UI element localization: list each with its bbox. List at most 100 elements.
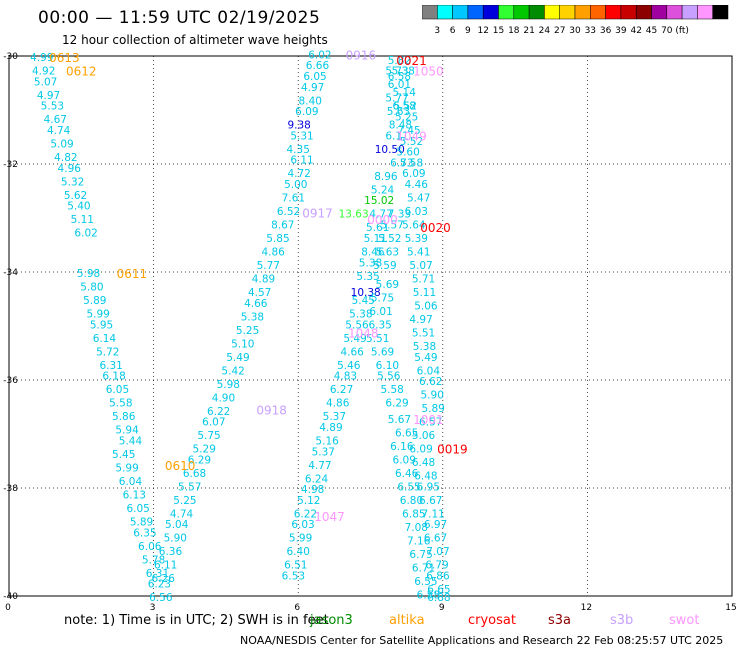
wave-height-value: 6.51 bbox=[284, 560, 307, 572]
wave-height-value: 6.58 bbox=[417, 589, 440, 601]
pass-time-label: 0019 bbox=[437, 443, 468, 457]
wave-height-value: 5.99 bbox=[115, 462, 138, 474]
wave-height-value: 5.73 bbox=[385, 66, 408, 78]
wave-height-value: 6.67 bbox=[424, 533, 447, 545]
wave-height-value: 6.22 bbox=[294, 508, 317, 520]
wave-height-value: 5.39 bbox=[405, 233, 428, 245]
wave-height-value: 6.55 bbox=[397, 481, 420, 493]
wave-height-value: 6.03 bbox=[291, 519, 314, 531]
wave-height-value: 5.94 bbox=[115, 425, 139, 437]
pass-time-label: 0020 bbox=[420, 221, 451, 235]
wave-height-value: 6.85 bbox=[402, 508, 425, 520]
wave-height-value: 6.16 bbox=[390, 441, 414, 453]
wave-height-value: 4.57 bbox=[248, 287, 271, 299]
color-scale-label: 39 bbox=[615, 26, 627, 36]
x-tick-label: 15 bbox=[725, 603, 736, 613]
wave-height-value: 5.77 bbox=[385, 93, 408, 105]
pass-time-label: 1050 bbox=[413, 65, 444, 79]
color-scale-label: 45 bbox=[646, 26, 657, 36]
wave-height-value: 5.98 bbox=[77, 268, 100, 280]
wave-height-value: 8.96 bbox=[374, 171, 398, 183]
wave-height-value: 6.31 bbox=[146, 568, 169, 580]
wave-height-value: 5.07 bbox=[34, 76, 57, 88]
wave-height-value: 6.04 bbox=[119, 476, 143, 488]
wave-height-value: 6.29 bbox=[385, 398, 408, 410]
wave-height-value: 5.44 bbox=[119, 435, 143, 447]
wave-height-value: 6.58 bbox=[388, 71, 411, 83]
wave-height-value: 5.40 bbox=[67, 201, 90, 213]
wave-height-value: 5.89 bbox=[421, 403, 444, 415]
wave-height-value: 5.09 bbox=[50, 138, 73, 150]
wave-height-value: 5.58 bbox=[400, 157, 423, 169]
wave-height-value: 7.08 bbox=[405, 522, 428, 534]
wave-height-value: 6.68 bbox=[183, 468, 206, 480]
wave-height-value: 5.56 bbox=[345, 319, 369, 331]
wave-height-value: 7.45 bbox=[397, 125, 420, 137]
wave-height-value: 6.58 bbox=[393, 101, 416, 113]
wave-height-value: 5.62 bbox=[64, 190, 87, 202]
wave-height-value: 6.04 bbox=[417, 365, 441, 377]
wave-height-value: 4.86 bbox=[261, 246, 285, 258]
x-tick-label: 0 bbox=[5, 603, 11, 613]
wave-height-value: 5.51 bbox=[366, 333, 389, 345]
wave-height-value: 5.38 bbox=[413, 341, 436, 353]
color-scale-label: 42 bbox=[630, 26, 641, 36]
wave-height-value: 5.53 bbox=[41, 101, 64, 113]
wave-height-value: 7.61 bbox=[282, 192, 305, 204]
color-scale-label: (ft) bbox=[675, 26, 689, 36]
pass-time-label: 0612 bbox=[66, 65, 97, 79]
wave-height-value: 6.03 bbox=[405, 206, 428, 218]
wave-height-value: 6.29 bbox=[188, 454, 211, 466]
color-scale-label: 27 bbox=[554, 26, 565, 36]
wave-height-value: 5.16 bbox=[315, 435, 339, 447]
wave-height-value: 5.63 bbox=[376, 246, 399, 258]
y-tick-label: -40 bbox=[3, 592, 18, 602]
wave-height-value: 6.24 bbox=[305, 473, 329, 485]
x-tick-label: 9 bbox=[439, 603, 445, 613]
wave-height-value: 6.05 bbox=[106, 384, 129, 396]
wave-height-value: 4.66 bbox=[244, 298, 268, 310]
wave-height-value: 5.35 bbox=[356, 271, 379, 283]
wave-height-value: 4.74 bbox=[47, 125, 71, 137]
color-scale-label: 3 bbox=[434, 26, 440, 36]
wave-height-value: 4.46 bbox=[405, 179, 429, 191]
wave-height-value: 6.27 bbox=[330, 384, 353, 396]
pass-time-label: 1001 bbox=[413, 413, 444, 427]
wave-height-value: 5.69 bbox=[376, 279, 399, 291]
wave-height-value: 6.02 bbox=[308, 49, 331, 61]
wave-height-value: 5.59 bbox=[373, 260, 396, 272]
wave-height-value: 5.51 bbox=[412, 327, 435, 339]
wave-height-value: 5.10 bbox=[231, 338, 254, 350]
wave-height-value: 5.38 bbox=[349, 309, 372, 321]
wave-height-value: 5.99 bbox=[86, 309, 109, 321]
wave-height-value: 6.10 bbox=[376, 360, 399, 372]
wave-height-value: 5.89 bbox=[130, 516, 153, 528]
wave-height-value: 5.25 bbox=[173, 495, 196, 507]
color-scale-label: 9 bbox=[465, 26, 471, 36]
color-scale-label: 24 bbox=[539, 26, 551, 36]
wave-height-value: 6.01 bbox=[369, 306, 392, 318]
wave-height-value: 4.99 bbox=[30, 52, 53, 64]
pass-time-label: 1048 bbox=[348, 326, 379, 340]
wave-height-value: 6.52 bbox=[277, 206, 300, 218]
wave-height-value: 7.16 bbox=[407, 535, 431, 547]
color-scale-bar: 3 6 9 12 15 18 21 24 27 30 33 36 39 42 45 70 (ft) bbox=[422, 5, 729, 36]
y-tick-label: -38 bbox=[3, 484, 18, 494]
wave-height-value: 5.04 bbox=[165, 519, 189, 531]
wave-height-value: 6.36 bbox=[159, 546, 183, 558]
wave-height-value: 6.05 bbox=[126, 503, 149, 515]
wave-height-value: 6.06 bbox=[138, 541, 162, 553]
color-scale-label: 15 bbox=[493, 26, 504, 36]
wave-height-value: 5.67 bbox=[388, 414, 411, 426]
x-tick-label: 6 bbox=[294, 603, 300, 613]
wave-height-value: 5.98 bbox=[217, 379, 240, 391]
wave-height-value: 5.11 bbox=[71, 214, 94, 226]
wave-height-value: 6.09 bbox=[393, 454, 416, 466]
wave-height-value: 6.11 bbox=[385, 130, 408, 142]
wave-height-value: 5.25 bbox=[395, 111, 418, 123]
wave-height-value: 7.11 bbox=[421, 508, 444, 520]
wave-height-value: 4.90 bbox=[212, 392, 235, 404]
wave-height-value: 5.49 bbox=[414, 352, 437, 364]
wave-height-value: 6.67 bbox=[419, 495, 442, 507]
